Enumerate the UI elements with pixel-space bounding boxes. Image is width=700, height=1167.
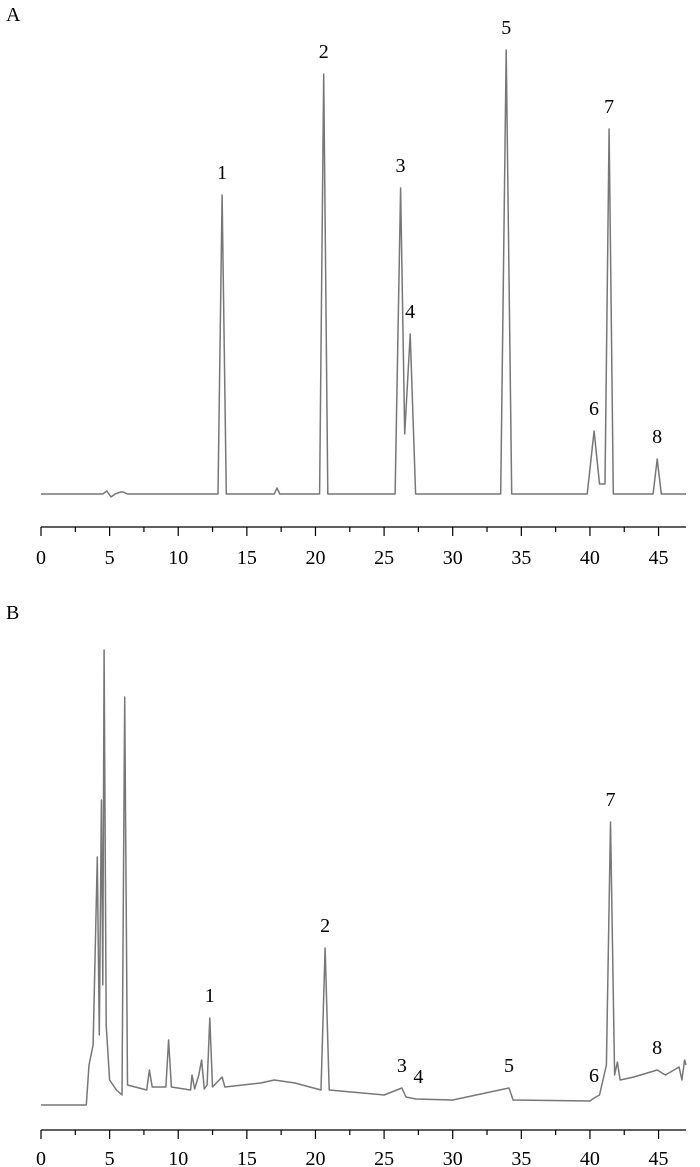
x-tick-label: 5 [105, 1148, 115, 1167]
peak-label: 2 [320, 915, 330, 937]
peak-label: 2 [319, 41, 329, 63]
x-tick-label: 20 [305, 547, 325, 569]
peak-label: 5 [504, 1055, 514, 1077]
x-tick-label: 10 [168, 1148, 188, 1167]
peak-label: 1 [205, 985, 215, 1007]
peak-label: 3 [397, 1055, 407, 1077]
peak-label: 6 [589, 398, 599, 420]
x-tick-label: 25 [374, 1148, 394, 1167]
x-tick-label: 25 [374, 547, 394, 569]
x-tick-label: 30 [443, 1148, 463, 1167]
x-tick-label: 15 [237, 1148, 257, 1167]
panel-label: A [6, 4, 21, 26]
x-tick-label: 5 [105, 547, 115, 569]
peak-label: 5 [501, 17, 511, 39]
x-tick-label: 40 [580, 1148, 600, 1167]
peak-label: 3 [396, 155, 406, 177]
chromatogram-trace [41, 49, 686, 498]
x-tick-label: 0 [36, 1148, 46, 1167]
peak-label: 4 [413, 1066, 423, 1088]
x-tick-label: 15 [237, 547, 257, 569]
x-tick-label: 10 [168, 547, 188, 569]
chromatogram-trace [41, 649, 687, 1106]
x-tick-label: 35 [511, 547, 531, 569]
x-tick-label: 35 [511, 1148, 531, 1167]
x-tick-label: 0 [36, 547, 46, 569]
x-tick-label: 45 [649, 547, 669, 569]
x-tick-label: 30 [443, 547, 463, 569]
peak-label: 8 [652, 426, 662, 448]
peak-label: 7 [606, 789, 616, 811]
panel-label: B [6, 602, 19, 624]
x-tick-label: 45 [649, 1148, 669, 1167]
x-tick-label: 40 [580, 547, 600, 569]
peak-label: 8 [652, 1037, 662, 1059]
peak-label: 1 [217, 162, 227, 184]
peak-label: 7 [604, 96, 614, 118]
x-tick-label: 20 [305, 1148, 325, 1167]
peak-label: 4 [405, 301, 415, 323]
peak-label: 6 [589, 1065, 599, 1087]
